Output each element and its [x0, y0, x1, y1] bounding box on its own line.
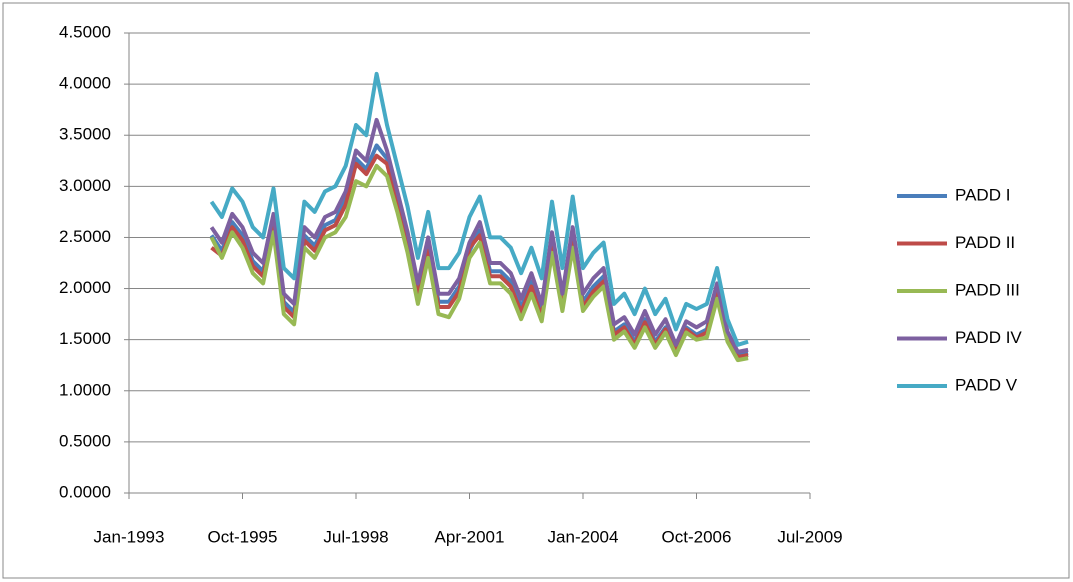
y-tick-label: 4.0000 [59, 74, 111, 93]
legend-label: PADD V [955, 375, 1018, 394]
legend-label: PADD II [955, 233, 1015, 252]
x-tick-label: Jan-1993 [94, 527, 165, 546]
x-tick-label: Jan-2004 [548, 527, 619, 546]
legend-label: PADD III [955, 280, 1020, 299]
y-tick-label: 3.0000 [59, 176, 111, 195]
series-line [209, 71, 749, 347]
series-line [209, 163, 749, 363]
y-tick-label: 3.5000 [59, 125, 111, 144]
legend-label: PADD IV [955, 328, 1022, 347]
y-tick-label: 0.5000 [59, 431, 111, 450]
y-tick-label: 1.5000 [59, 329, 111, 348]
y-tick-label: 1.0000 [59, 380, 111, 399]
y-tick-label: 2.5000 [59, 227, 111, 246]
series-line [209, 117, 749, 354]
x-tick-label: Jul-2009 [777, 527, 842, 546]
y-tick-label: 0.0000 [59, 482, 111, 501]
x-tick-label: Jul-1998 [323, 527, 388, 546]
y-tick-label: 2.0000 [59, 278, 111, 297]
x-tick-label: Oct-2006 [662, 527, 732, 546]
legend-label: PADD I [955, 185, 1010, 204]
x-tick-label: Apr-2001 [435, 527, 505, 546]
y-tick-label: 4.5000 [59, 22, 111, 41]
x-tick-label: Oct-1995 [208, 527, 278, 546]
